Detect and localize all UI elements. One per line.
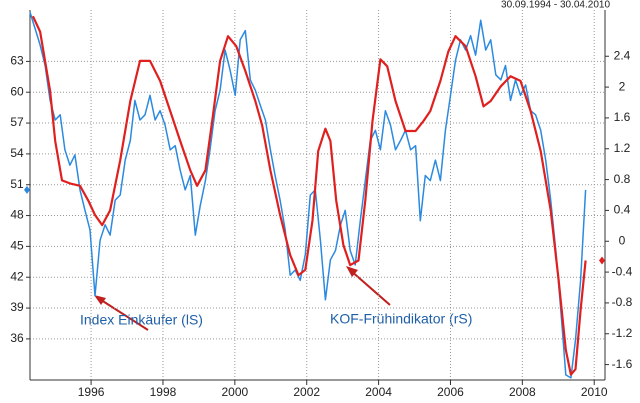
- arrow: [97, 297, 149, 331]
- y-tick-label: 54: [10, 146, 24, 160]
- last-value-marker: [599, 256, 605, 265]
- y2-tick-label: 2: [619, 79, 626, 93]
- y2-tick-label: 1.2: [614, 141, 631, 155]
- y-tick-label: 60: [10, 84, 24, 98]
- y2-tick-label: 0: [619, 233, 626, 247]
- x-tick-label: 2008: [509, 385, 536, 399]
- arrow: [349, 269, 391, 306]
- annotation-arrows: [94, 266, 391, 331]
- date-range: 30.09.1994 - 30.04.2010: [501, 0, 610, 11]
- y-tick-label: 45: [10, 239, 24, 253]
- series-annotation: KOF-Frühindikator (rS): [330, 311, 472, 327]
- y2-tick-label: -1.2: [612, 326, 633, 340]
- y2-tick-label: -0.4: [612, 264, 633, 278]
- y-tick-label: 63: [10, 54, 24, 68]
- y-tick-label: 48: [10, 208, 24, 222]
- y2-tick-label: 2.4: [614, 48, 631, 62]
- y2-tick-label: 0.8: [614, 172, 631, 186]
- x-tick-label: 1998: [150, 385, 177, 399]
- x-tick-label: 1996: [78, 385, 105, 399]
- x-tick-label: 2000: [221, 385, 248, 399]
- y2-tick-label: 0.4: [614, 203, 631, 217]
- x-tick-label: 2006: [437, 385, 464, 399]
- y2-tick-label: -0.8: [612, 295, 633, 309]
- y-tick-label: 42: [10, 269, 24, 283]
- y2-tick-label: 1.6: [614, 110, 631, 124]
- x-tick-label: 2004: [365, 385, 392, 399]
- series-annotation: Index Einkäufer (lS): [80, 312, 203, 328]
- x-tick-label: 2010: [581, 385, 608, 399]
- y-tick-label: 51: [10, 177, 24, 191]
- y-tick-label: 36: [10, 331, 24, 345]
- last-value-marker: [24, 185, 30, 194]
- y-tick-label: 57: [10, 115, 24, 129]
- arrow-head: [346, 266, 358, 277]
- arrow-head: [94, 295, 106, 305]
- y-tick-label: 39: [10, 300, 24, 314]
- y2-tick-label: -1.6: [612, 357, 633, 371]
- series-line: [31, 15, 587, 376]
- series-line: [29, 11, 587, 379]
- x-tick-label: 2002: [293, 385, 320, 399]
